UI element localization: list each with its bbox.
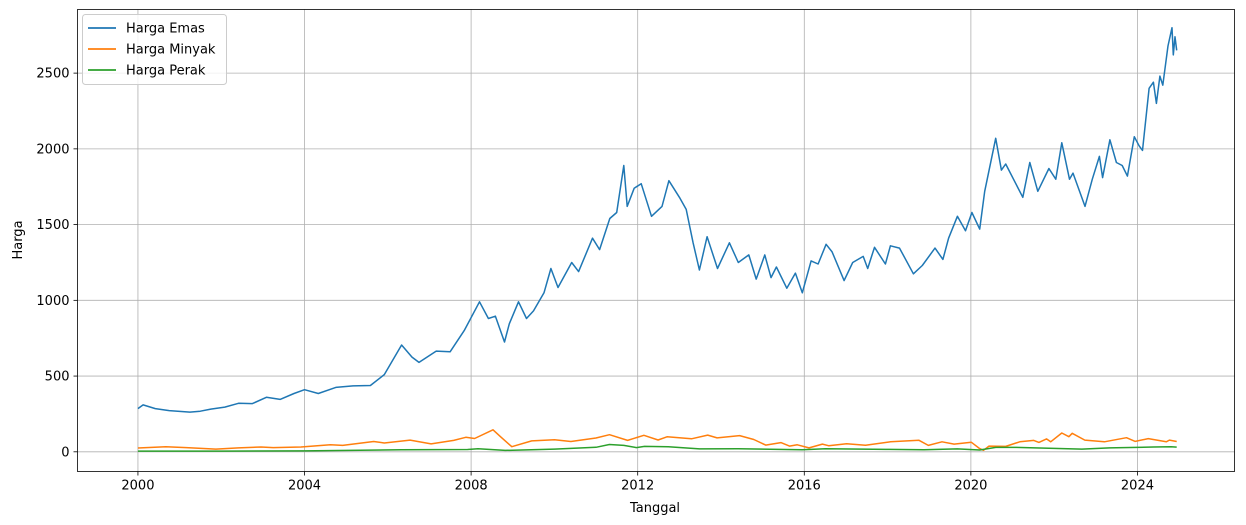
plot-frame (77, 9, 1235, 472)
y-tick-label: 1000 (36, 294, 69, 309)
legend-label-oil: Harga Minyak (126, 43, 216, 58)
y-axis: 0 500 1000 1500 2000 2500 (36, 67, 78, 460)
y-axis-label: Harga (11, 220, 26, 259)
y-tick-label: 1500 (36, 218, 69, 233)
y-tick-label: 2000 (36, 142, 69, 157)
x-tick-label: 2020 (954, 479, 987, 494)
x-tick-label: 2004 (288, 479, 321, 494)
x-tick-label: 2012 (621, 479, 654, 494)
legend-box (82, 14, 227, 85)
legend: Harga Emas Harga Minyak Harga Perak (82, 14, 227, 85)
x-tick-label: 2000 (121, 479, 154, 494)
x-tick-label: 2016 (788, 479, 821, 494)
x-axis-label: Tanggal (629, 501, 680, 516)
legend-label-gold: Harga Emas (126, 22, 205, 37)
y-tick-label: 0 (61, 445, 69, 460)
y-tick-label: 500 (45, 370, 70, 385)
grid (77, 9, 1235, 472)
x-axis: 2000 2004 2008 2012 2016 2020 2024 (121, 471, 1154, 494)
series-line-oil (137, 429, 1177, 452)
y-tick-label: 2500 (36, 67, 69, 82)
legend-label-silver: Harga Perak (126, 64, 206, 79)
series-group (137, 26, 1178, 452)
series-line-gold (137, 26, 1178, 413)
x-tick-label: 2008 (455, 479, 488, 494)
series-line-silver (137, 443, 1177, 452)
x-tick-label: 2024 (1121, 479, 1154, 494)
